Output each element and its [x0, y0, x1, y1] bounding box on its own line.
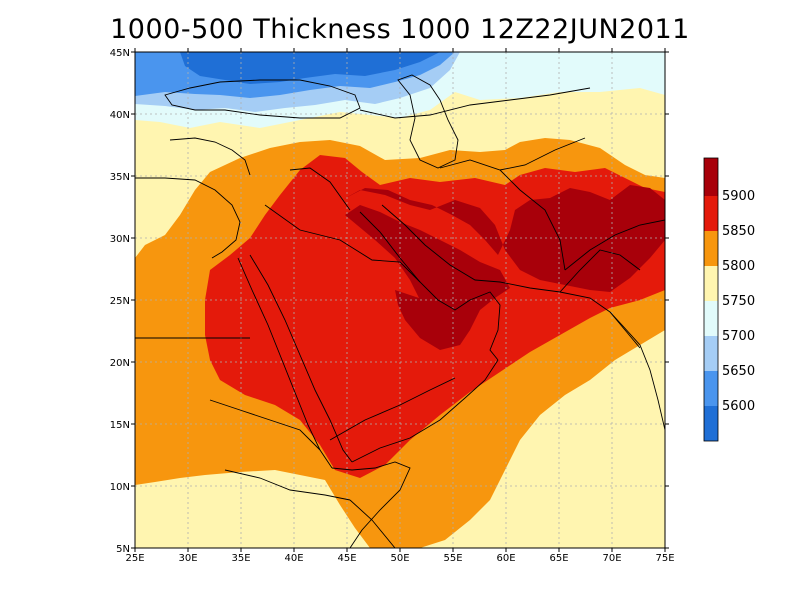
coast-gulf-of-aden	[331, 461, 411, 548]
lat-label: 45N	[110, 48, 130, 59]
colorbar-label: 5750	[722, 294, 755, 309]
colorbar-segment-7	[704, 196, 718, 231]
border-iran-afghan	[499, 169, 566, 271]
colorbar-segment-8	[704, 158, 718, 196]
border-ethiopia	[224, 469, 351, 501]
border-africa	[209, 399, 321, 451]
grid-lines	[135, 52, 665, 548]
lat-label: 35N	[110, 172, 130, 183]
lon-label: 75E	[655, 553, 674, 564]
lat-axis-labels: 5N 10N 15N 20N 25N 30N 35N 40N 45N	[110, 48, 130, 555]
lat-label: 25N	[110, 296, 130, 307]
lon-label: 60E	[496, 553, 515, 564]
tick-marks	[131, 48, 669, 552]
colorbar-segment-6	[704, 231, 718, 266]
coast-black-sea	[164, 79, 361, 119]
fill-5850-patch	[552, 148, 600, 170]
lon-label: 30E	[178, 553, 197, 564]
lat-label: 10N	[110, 482, 130, 493]
coast-persian-gulf	[359, 211, 501, 361]
lat-label: 30N	[110, 234, 130, 245]
map-title: 1000-500 Thickness 1000 12Z22JUN2011	[110, 14, 690, 45]
border-yemen	[329, 377, 456, 441]
border-turkmen	[439, 137, 586, 171]
lon-label: 40E	[284, 553, 303, 564]
colorbar-frame	[703, 157, 719, 442]
colorbar-label: 5800	[722, 259, 755, 274]
lat-label: 20N	[110, 358, 130, 369]
border-somalia	[349, 499, 396, 548]
lat-label: 5N	[116, 544, 130, 555]
lon-label: 50E	[390, 553, 409, 564]
lon-axis-labels: 25E 30E 35E 40E 45E 50E 55E 60E 65E 70E …	[125, 553, 674, 564]
fill-5950-iran	[342, 185, 665, 350]
border-north	[359, 87, 591, 119]
border-saudi	[264, 204, 421, 283]
coast-red-sea-west	[237, 257, 333, 469]
colorbar-segment-2	[704, 371, 718, 406]
colorbar: 5600 5650 5700 5750 5800 5850 5900	[703, 157, 755, 442]
coastlines-borders	[135, 74, 665, 548]
colorbar-segment-4	[704, 301, 718, 336]
coast-india	[609, 311, 665, 431]
lon-label: 25E	[125, 553, 144, 564]
coast-arabia-south	[351, 359, 499, 463]
coast-caspian	[397, 74, 459, 169]
border-iraq	[289, 167, 351, 211]
fill-5600-north	[180, 52, 440, 84]
colorbar-segment-1	[704, 406, 718, 441]
lon-label: 55E	[443, 553, 462, 564]
colorbar-segment-3	[704, 336, 718, 371]
lon-label: 45E	[337, 553, 356, 564]
colorbar-label: 5600	[722, 399, 755, 414]
lon-label: 35E	[231, 553, 250, 564]
border-pakistan	[559, 249, 641, 293]
lat-label: 15N	[110, 420, 130, 431]
colorbar-segment-5	[704, 266, 718, 301]
coast-turkey-south	[169, 137, 251, 176]
fill-5950-gulf	[345, 205, 510, 340]
colorbar-label: 5650	[722, 364, 755, 379]
border-afghan-pak	[564, 219, 665, 271]
coast-mediterranean	[135, 177, 241, 259]
colorbar-label: 5850	[722, 224, 755, 239]
lon-label: 70E	[602, 553, 621, 564]
colorbar-label: 5900	[722, 189, 755, 204]
colorbar-label: 5700	[722, 329, 755, 344]
lat-label: 40N	[110, 110, 130, 121]
coast-red-sea-east	[249, 254, 353, 463]
lon-label: 65E	[549, 553, 568, 564]
